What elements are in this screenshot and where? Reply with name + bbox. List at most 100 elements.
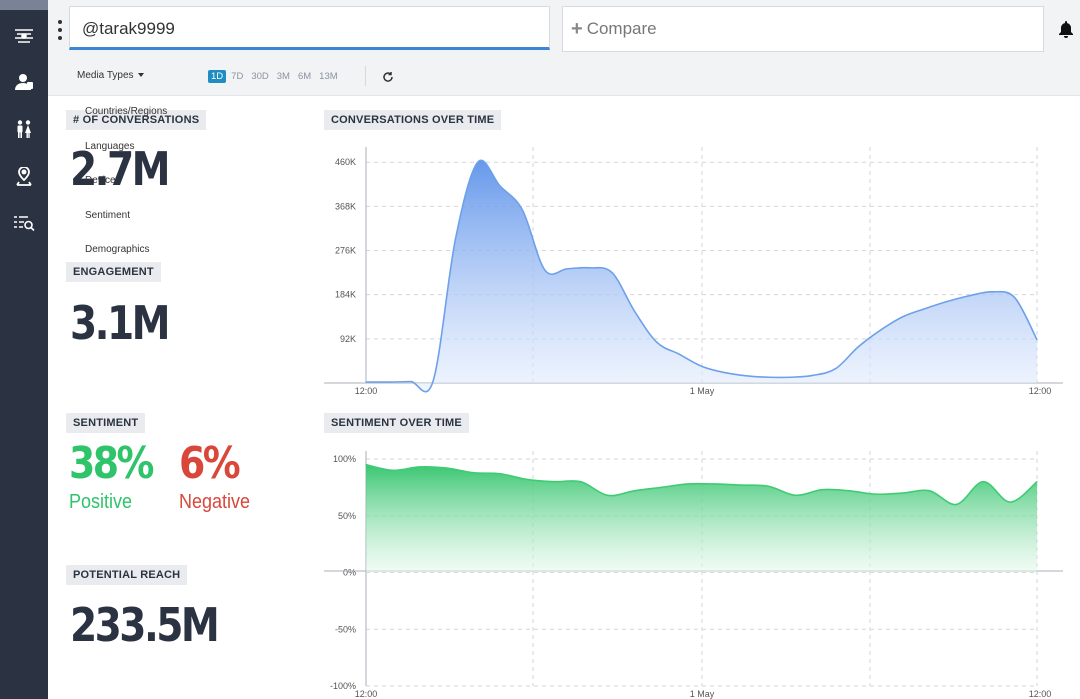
x-tick-label: 12:00 [1029, 386, 1052, 396]
series-line [365, 159, 1038, 393]
data-point [929, 490, 931, 492]
y-tick-label: 92K [340, 334, 356, 344]
data-point [969, 295, 971, 297]
data-point [392, 469, 394, 471]
range-1d[interactable]: 1D [208, 70, 227, 83]
y-tick-label: 100% [333, 454, 356, 464]
negative-label: Negative [179, 491, 251, 513]
toolbar-divider [365, 66, 366, 86]
data-point [589, 267, 591, 269]
y-tick-label: -100% [330, 681, 356, 691]
search-input[interactable] [80, 16, 524, 42]
data-point [454, 238, 457, 240]
data-point [982, 481, 984, 483]
compare-input[interactable]: + Compare [562, 6, 1044, 52]
data-point [499, 473, 501, 475]
data-point [991, 291, 993, 293]
people-icon[interactable] [12, 117, 36, 141]
data-point [387, 381, 389, 383]
data-point [678, 353, 680, 355]
sidebar [0, 0, 48, 699]
engagement-label: ENGAGEMENT [66, 262, 161, 282]
data-point [1036, 481, 1038, 483]
sidebar-top-accent [0, 0, 48, 10]
data-point [566, 268, 568, 270]
media-types-dropdown[interactable]: Media Types [77, 70, 144, 81]
data-point [857, 346, 859, 348]
x-tick-label: 1 May [690, 689, 715, 699]
data-point [553, 481, 555, 483]
data-point [1009, 501, 1011, 503]
data-point [924, 308, 926, 310]
menu-item-languages[interactable]: Languages [85, 140, 135, 152]
data-point [1036, 339, 1038, 341]
sentiment-label: SENTIMENT [66, 413, 146, 433]
data-point [472, 472, 474, 474]
caret-down-icon [137, 73, 144, 78]
x-tick-label: 12:00 [355, 386, 378, 396]
y-tick-label: 50% [338, 511, 356, 521]
y-tick-label: 184K [335, 290, 356, 300]
data-point [794, 494, 797, 496]
plus-icon: + [571, 18, 583, 40]
range-6m[interactable]: 6M [297, 71, 312, 82]
data-point [445, 467, 448, 469]
x-tick-label: 12:00 [1029, 689, 1052, 699]
y-tick-label: 276K [335, 246, 356, 256]
series-line [365, 463, 1038, 506]
data-point [1014, 296, 1016, 299]
data-point [499, 185, 501, 187]
data-point [477, 161, 479, 163]
location-icon[interactable] [12, 165, 36, 189]
range-3m[interactable]: 3M [276, 71, 290, 82]
data-point [660, 486, 662, 488]
positive-label: Positive [69, 491, 133, 513]
data-point [848, 490, 850, 492]
search-box[interactable] [69, 6, 550, 50]
top-bar: + Compare Media Types 1D 7D 30D 3M 6M 13… [48, 0, 1080, 96]
x-tick-label: 1 May [690, 386, 715, 396]
menu-item-demographics[interactable]: Demographics [85, 244, 150, 255]
data-point [656, 341, 658, 343]
data-point [526, 478, 528, 481]
y-tick-label: 368K [335, 201, 356, 211]
conversations-chart-title: CONVERSATIONS OVER TIME [324, 110, 502, 130]
data-point [714, 483, 716, 485]
data-point [812, 374, 814, 376]
data-point [611, 272, 613, 274]
menu-item-sentiment[interactable]: Sentiment [85, 209, 131, 221]
data-point [835, 368, 837, 370]
dashboard-icon[interactable] [12, 23, 36, 47]
data-point [768, 485, 770, 487]
bell-icon[interactable] [1058, 20, 1076, 40]
compare-label: Compare [586, 19, 657, 38]
conversations-label: # OF CONVERSATIONS [66, 110, 207, 130]
y-tick-label: 0% [343, 568, 356, 578]
range-7d[interactable]: 7D [231, 71, 244, 82]
more-options-icon[interactable] [56, 20, 64, 40]
data-point [365, 381, 367, 383]
refresh-icon[interactable] [382, 70, 394, 82]
list-search-icon[interactable] [12, 211, 36, 235]
menu-item-device[interactable]: Device [85, 175, 116, 186]
data-point [419, 466, 421, 468]
users-icon[interactable] [12, 70, 36, 94]
data-point [633, 490, 636, 492]
range-30d[interactable]: 30D [251, 71, 269, 82]
series-area [366, 160, 1037, 392]
series-area [366, 464, 1037, 573]
data-point [580, 481, 582, 483]
data-point [955, 503, 958, 505]
range-13m[interactable]: 13M [319, 71, 338, 82]
data-point [902, 316, 904, 318]
filter-menu: Countries/Regions Languages Device Senti… [85, 106, 167, 279]
media-types-label: Media Types [77, 70, 134, 81]
engagement-value: 3.1M [70, 296, 171, 350]
y-tick-label: -50% [335, 624, 356, 634]
menu-item-countries[interactable]: Countries/Regions [85, 106, 168, 117]
data-point [432, 380, 434, 382]
reach-label: POTENTIAL REACH [66, 565, 188, 585]
data-point [723, 371, 725, 374]
data-point [821, 489, 823, 491]
data-point [790, 376, 792, 378]
